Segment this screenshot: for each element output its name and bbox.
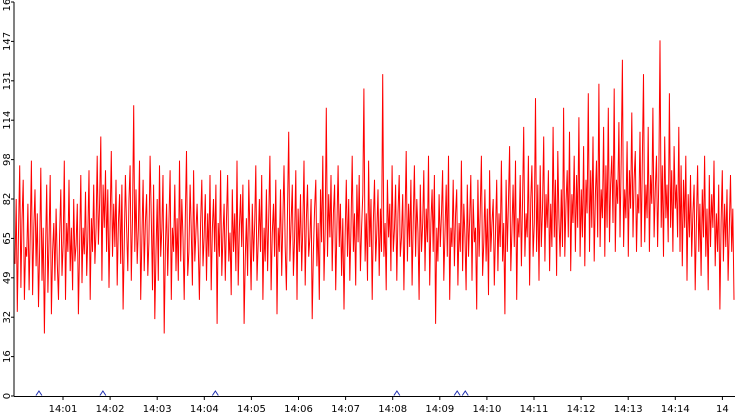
x-tick-label: 14 [716, 404, 729, 415]
event-marker [211, 390, 219, 396]
x-tick-label: 14:08 [378, 404, 407, 415]
y-tick-label: 98 [2, 153, 13, 166]
x-tick-label: 14:11 [520, 404, 549, 415]
x-tick-label: 14:14 [661, 404, 690, 415]
y-tick-label: 49 [2, 271, 13, 284]
y-tick-label: 131 [2, 71, 13, 90]
x-tick-label: 14:05 [237, 404, 266, 415]
x-tick-label: 14:01 [49, 404, 78, 415]
y-tick-label: 164 [2, 0, 13, 12]
event-marker [35, 390, 43, 396]
x-tick-label: 14:06 [284, 404, 313, 415]
y-tick-label: 82 [2, 193, 13, 206]
event-marker [393, 390, 401, 396]
y-tick-label: 147 [2, 32, 13, 51]
event-marker [453, 390, 461, 396]
x-tick-label: 14:02 [96, 404, 125, 415]
x-tick-label: 14:09 [425, 404, 454, 415]
y-axis: 0 16 32 49 65 82 98 114 131 147 164 [2, 0, 15, 399]
x-tick-label: 14:03 [143, 404, 172, 415]
plot-area [14, 40, 735, 334]
x-tick-label: 14:07 [331, 404, 360, 415]
x-tick-label: 14:10 [472, 404, 501, 415]
series-line-0 [14, 40, 735, 334]
y-tick-label: 65 [2, 232, 13, 245]
y-tick-label: 32 [2, 311, 13, 324]
event-marker [99, 390, 107, 396]
x-tick-label: 14:04 [190, 404, 219, 415]
x-tick-label: 14:13 [614, 404, 643, 415]
y-tick-label: 0 [2, 393, 13, 399]
x-axis: 14:01 14:02 14:03 14:04 14:05 14:06 14:07 14:08… [14, 396, 735, 415]
y-tick-label: 114 [2, 111, 13, 130]
y-tick-label: 16 [2, 350, 13, 363]
markers [35, 390, 469, 396]
x-tick-label: 14:12 [567, 404, 596, 415]
event-marker [461, 390, 469, 396]
